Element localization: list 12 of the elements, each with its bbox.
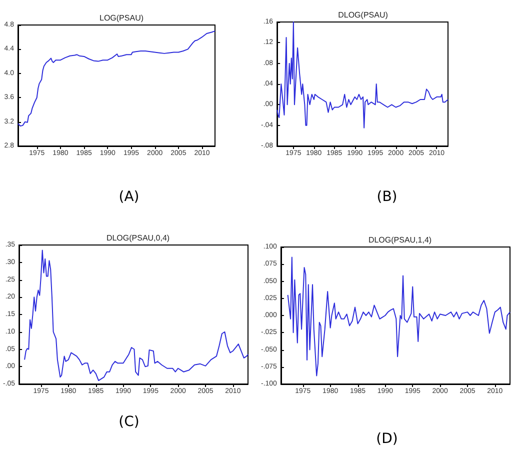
line-series bbox=[24, 250, 248, 382]
text: (D) bbox=[376, 431, 398, 447]
line-series bbox=[287, 256, 510, 376]
chart-title: DLOG(PSAU) bbox=[338, 10, 388, 20]
text: (B) bbox=[376, 189, 398, 205]
line-series bbox=[276, 22, 448, 128]
chart-title: LOG(PSAU) bbox=[99, 14, 144, 22]
text: (A) bbox=[118, 189, 140, 205]
text: (C) bbox=[118, 414, 140, 430]
chart-title: DLOG(PSAU,1,4) bbox=[368, 236, 432, 244]
line-series bbox=[18, 30, 216, 127]
chart-title: DLOG(PSAU,0,4) bbox=[106, 234, 170, 242]
